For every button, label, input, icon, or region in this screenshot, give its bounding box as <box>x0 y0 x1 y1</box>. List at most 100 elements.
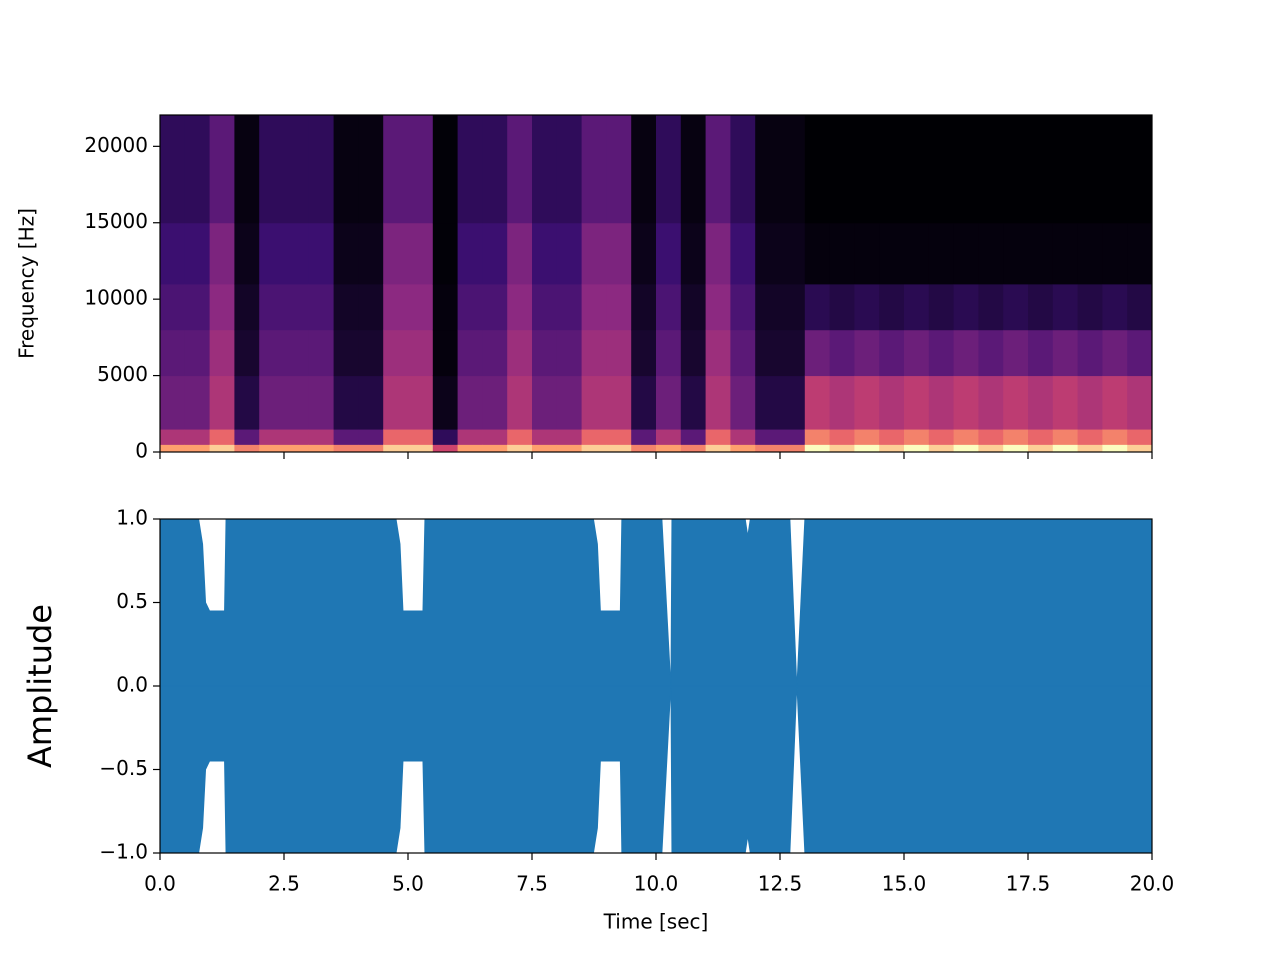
spectrogram-cell <box>730 115 756 224</box>
spectrogram-cell <box>730 329 756 377</box>
x-tick-label: 20.0 <box>1130 872 1175 896</box>
spectrogram-cell <box>556 329 583 377</box>
spectrogram-cell <box>680 429 707 445</box>
spectrogram-cell <box>978 329 1004 377</box>
spectrogram-cell <box>1003 444 1029 453</box>
spectrogram-cell <box>953 329 979 377</box>
spectrogram-cell <box>1052 429 1079 445</box>
spectrogram-cell <box>507 283 533 331</box>
spectrogram-cell <box>284 283 310 331</box>
spectrogram-cell <box>1102 444 1128 453</box>
y-tick-label: 0 <box>135 439 148 463</box>
spectrogram-cell <box>507 115 533 224</box>
spectrogram-cell <box>879 375 905 430</box>
spectrogram-cell <box>1077 329 1103 377</box>
spectrogram-cell <box>631 329 657 377</box>
spectrogram-cell <box>978 283 1004 331</box>
spectrogram-cell <box>358 375 384 430</box>
spectrogram-cell <box>457 115 483 224</box>
spectrogram-cell <box>284 429 310 445</box>
spectrogram-cell <box>1077 222 1103 285</box>
spectrogram-cell <box>680 115 707 224</box>
y-axis-label: Amplitude <box>21 604 59 768</box>
spectrogram-cell <box>705 444 731 453</box>
spectrogram-cell <box>259 329 285 377</box>
spectrogram-cell <box>581 444 607 453</box>
y-tick-label: −0.5 <box>99 756 148 780</box>
spectrogram-cell <box>581 222 607 285</box>
spectrogram-cell <box>532 429 558 445</box>
spectrogram-cell <box>383 444 409 453</box>
spectrogram-cell <box>854 429 880 445</box>
spectrogram-cell <box>1003 222 1029 285</box>
spectrogram-cell <box>457 429 483 445</box>
spectrogram-cell <box>259 222 285 285</box>
spectrogram-cell <box>928 375 955 430</box>
spectrogram-cell <box>829 115 855 224</box>
spectrogram-cell <box>234 115 260 224</box>
spectrogram-cell <box>1052 444 1079 453</box>
spectrogram-cell <box>209 115 235 224</box>
spectrogram-cell <box>482 222 508 285</box>
spectrogram-cell <box>631 222 657 285</box>
y-tick-label: −1.0 <box>99 840 148 864</box>
spectrogram-cell <box>804 329 831 377</box>
spectrogram-cell <box>284 375 310 430</box>
spectrogram-cell <box>953 115 979 224</box>
spectrogram-cell <box>408 115 434 224</box>
spectrogram-cell <box>953 222 979 285</box>
spectrogram-cell <box>804 115 831 224</box>
spectrogram-cell <box>606 115 632 224</box>
x-tick-label: 7.5 <box>516 872 548 896</box>
y-axis-label: Frequency [Hz] <box>15 208 39 359</box>
spectrogram-cell <box>457 375 483 430</box>
spectrogram-cell <box>904 329 930 377</box>
spectrogram-cell <box>259 429 285 445</box>
y-tick-label: 0.0 <box>116 673 148 697</box>
spectrogram-cell <box>1127 444 1153 453</box>
spectrogram-cell <box>978 375 1004 430</box>
spectrogram-cell <box>1102 115 1128 224</box>
spectrogram-cell <box>308 329 335 377</box>
spectrogram-cell <box>160 429 186 445</box>
spectrogram-cell <box>160 375 186 430</box>
spectrogram-cell <box>284 115 310 224</box>
spectrogram-cell <box>854 375 880 430</box>
spectrogram-cell <box>556 222 583 285</box>
spectrogram-cell <box>755 444 781 453</box>
y-tick-label: 20000 <box>84 133 148 157</box>
spectrogram-cell <box>1052 375 1079 430</box>
spectrogram-cell <box>1028 222 1054 285</box>
spectrogram-cell <box>1003 115 1029 224</box>
spectrogram-cell <box>1127 329 1153 377</box>
spectrogram-cell <box>383 429 409 445</box>
spectrogram-cell <box>308 222 335 285</box>
spectrogram-cell <box>854 115 880 224</box>
spectrogram-cell <box>804 283 831 331</box>
spectrogram-cell <box>184 115 211 224</box>
spectrogram-cell <box>209 429 235 445</box>
spectrogram-cell <box>1127 375 1153 430</box>
spectrogram-cell <box>209 444 235 453</box>
spectrogram-cell <box>730 429 756 445</box>
spectrogram-cell <box>432 222 459 285</box>
spectrogram-cell <box>854 329 880 377</box>
spectrogram-cell <box>705 329 731 377</box>
spectrogram-cell <box>1028 329 1054 377</box>
spectrogram-cell <box>184 444 211 453</box>
spectrogram-cell <box>1052 329 1079 377</box>
spectrogram-cell <box>209 329 235 377</box>
spectrogram-cell <box>160 115 186 224</box>
spectrogram-cell <box>928 429 955 445</box>
spectrogram-cell <box>432 444 459 453</box>
spectrogram-cell <box>854 222 880 285</box>
spectrogram-cell <box>928 444 955 453</box>
spectrogram-cell <box>1003 283 1029 331</box>
spectrogram-cell <box>953 444 979 453</box>
y-tick-label: 10000 <box>84 286 148 310</box>
spectrogram-cell <box>730 222 756 285</box>
spectrogram-cell <box>1028 283 1054 331</box>
spectrogram-cell <box>1003 375 1029 430</box>
x-tick-label: 12.5 <box>758 872 803 896</box>
y-tick-label: 15000 <box>84 209 148 233</box>
